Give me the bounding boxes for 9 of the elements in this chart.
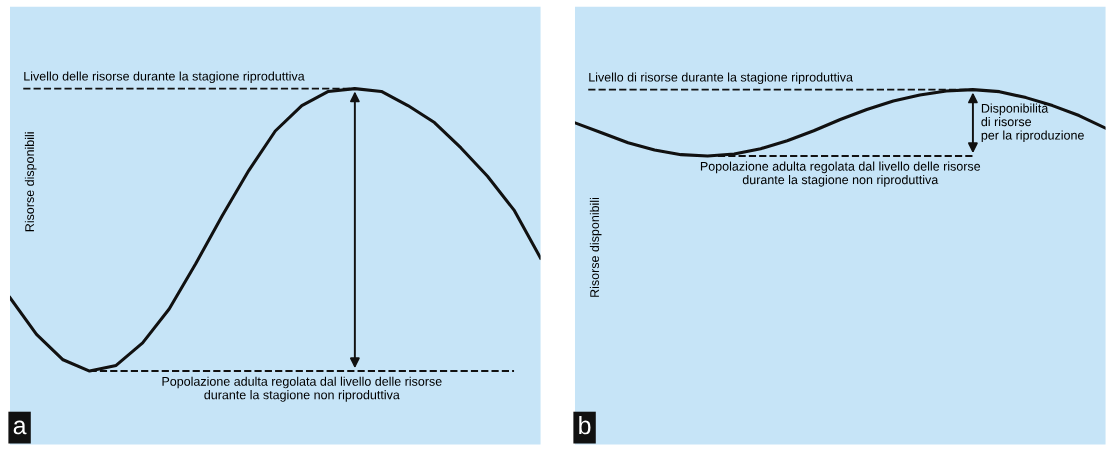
legend-label: Popolazione adulta regolata dal livello delle risorse durante la stagione non riproduttiva <box>700 161 981 187</box>
ref-line-label: Livello delle risorse durante la stagione riproduttiva <box>24 71 305 84</box>
legend-label: Popolazione adulta regolata dal livello delle risorse durante la stagione non riproduttiva <box>162 376 442 402</box>
ref-line-label: Livello di risorse durante la stagione riproduttiva <box>589 72 853 85</box>
y-axis-title: Risorse disponibili <box>24 132 37 232</box>
text: a <box>13 420 27 435</box>
annotation: Disponibilità di risorse per la riproduzione <box>981 103 1084 143</box>
text: b <box>579 415 591 435</box>
y-axis-title: Risorse disponibili <box>589 197 602 297</box>
